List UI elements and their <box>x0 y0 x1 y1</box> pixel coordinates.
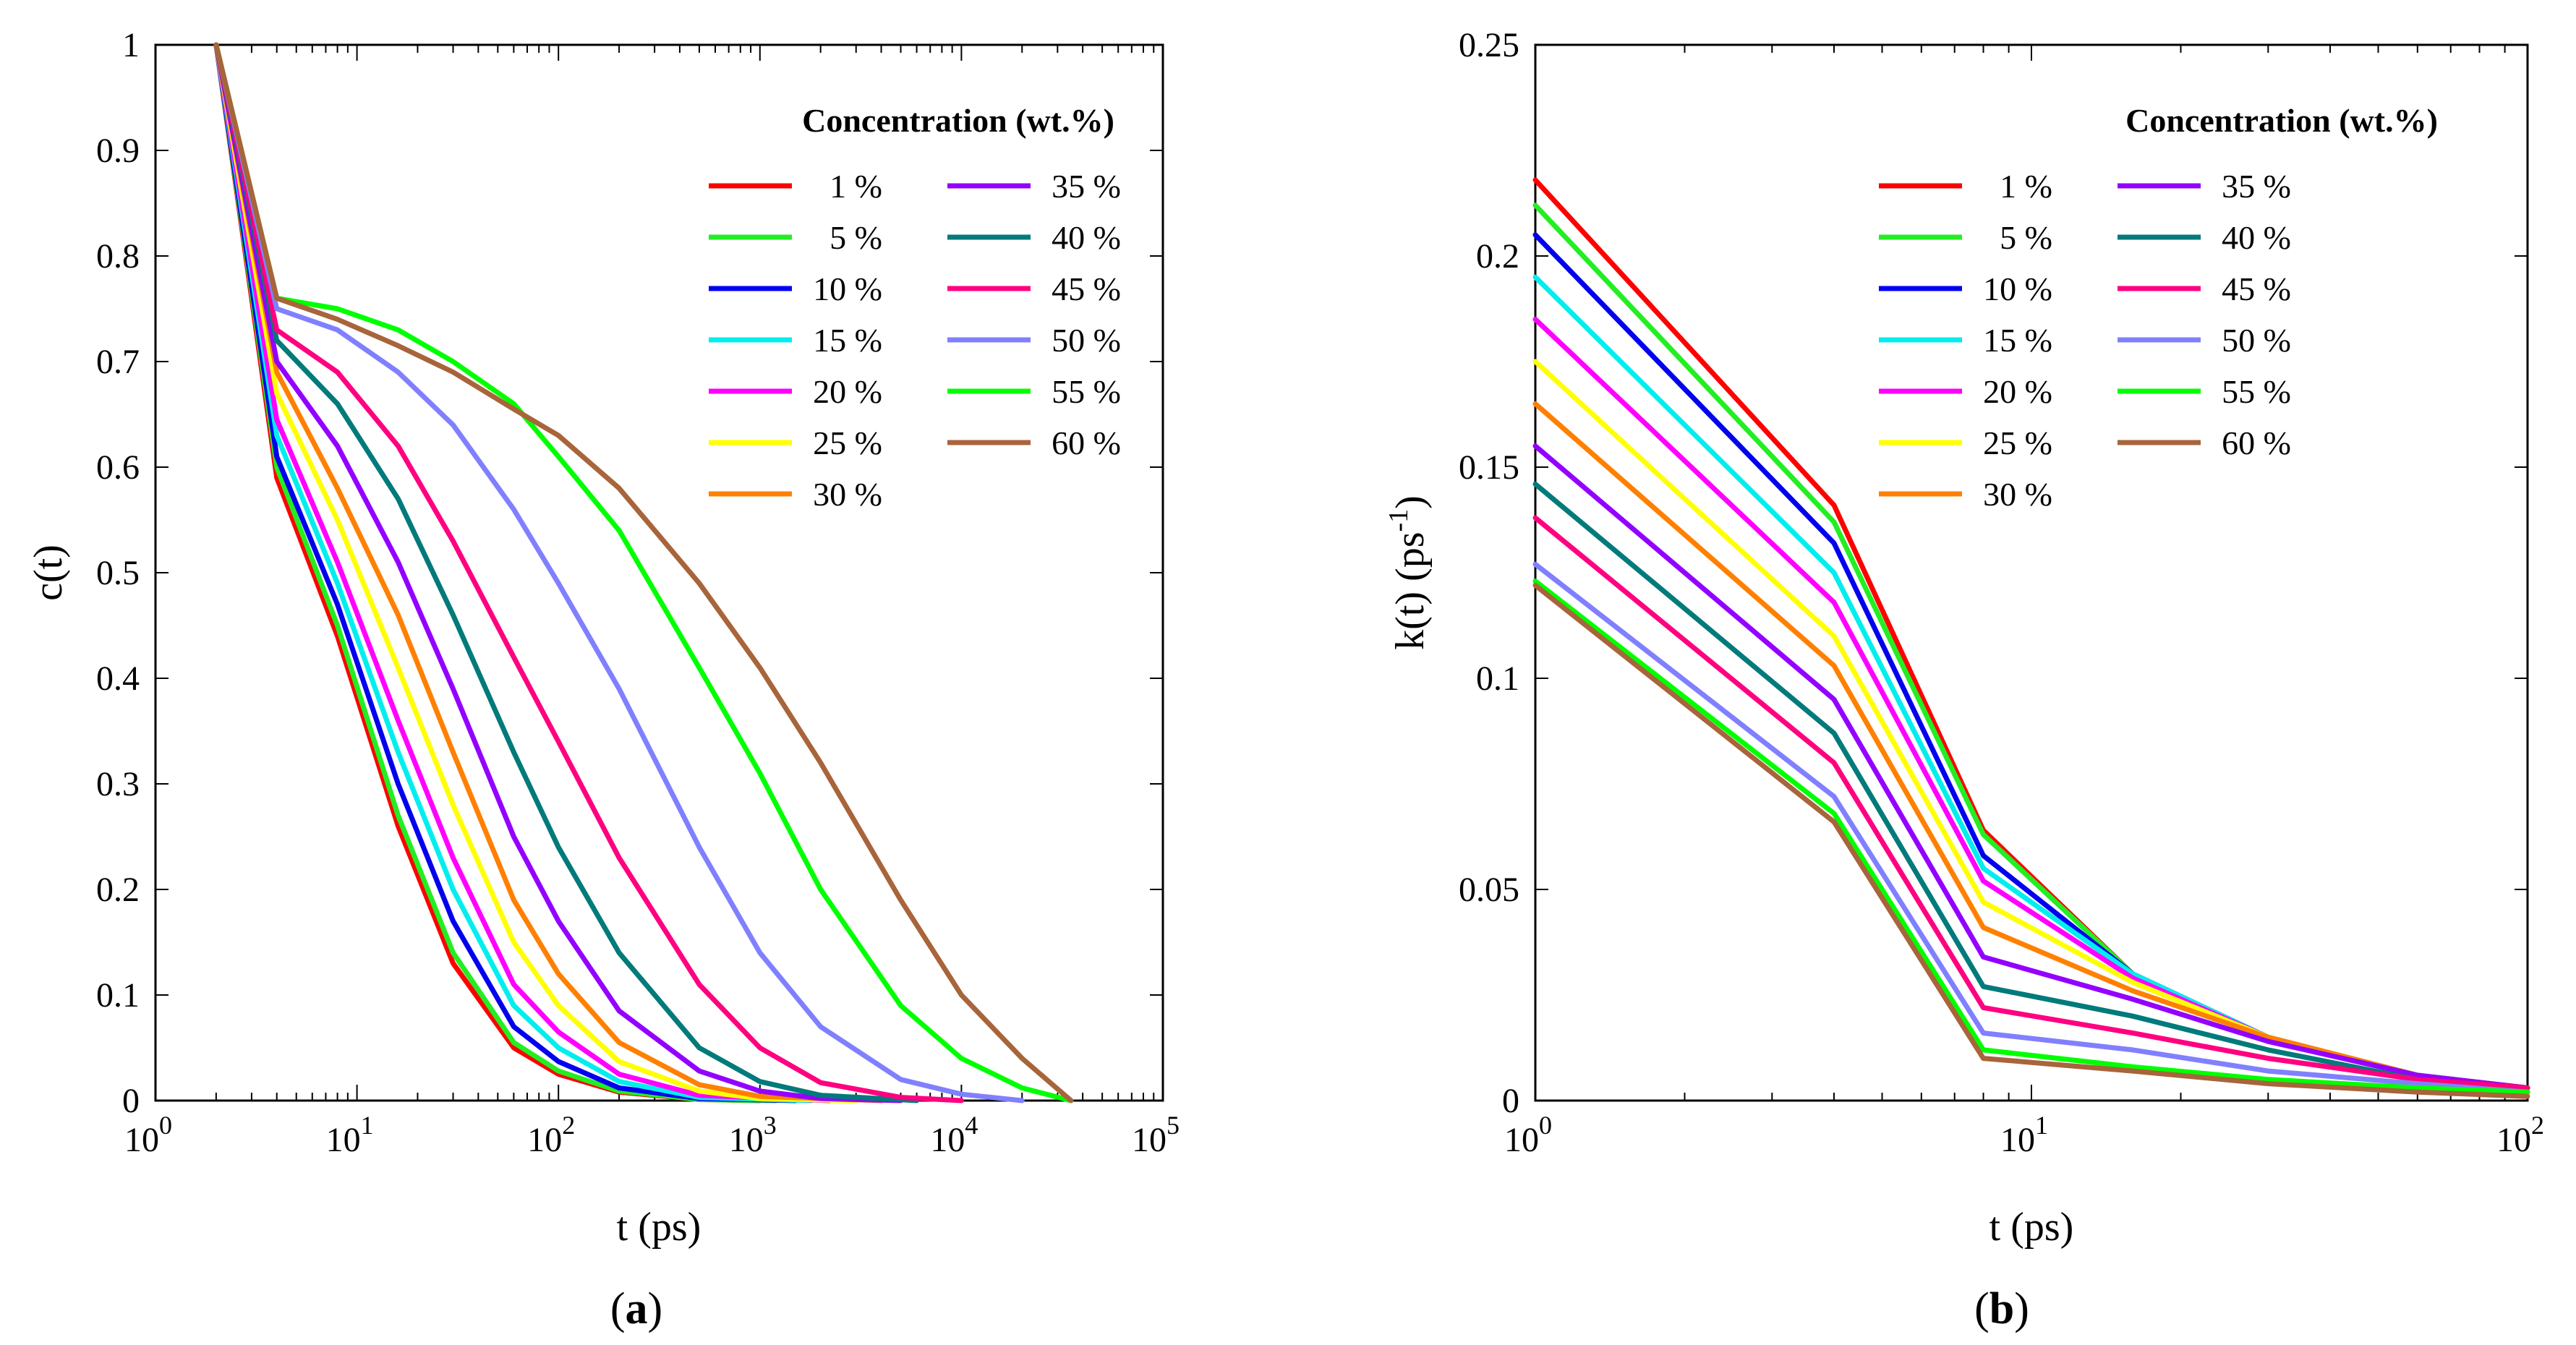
y-axis-label-b-exponent: -1 <box>1383 509 1414 532</box>
legend-label-b: 60 % <box>2222 424 2291 461</box>
legend-label-a: 40 % <box>1052 219 1121 256</box>
y-tick-label-a: 0.3 <box>96 765 140 803</box>
x-tick-label-a: 102 <box>527 1111 575 1159</box>
y-tick-label-b: 0.25 <box>1459 26 1519 64</box>
legend-label-b: 30 % <box>1983 476 2052 513</box>
chart-panel-b: t (ps) k(t) (ps-1) 00.050.10.150.20.2510… <box>1383 26 2544 1333</box>
x-tick-label-a: 105 <box>1132 1111 1180 1159</box>
x-axis-label-a: t (ps) <box>617 1205 701 1250</box>
legend-label-a: 60 % <box>1052 424 1121 461</box>
panel-caption-a-letter: a <box>626 1284 648 1333</box>
legend-label-b: 1 % <box>2000 168 2052 205</box>
legend-label-b: 50 % <box>2222 322 2291 359</box>
y-tick-label-b: 0.15 <box>1459 448 1519 487</box>
y-tick-label-b: 0 <box>1502 1082 1519 1120</box>
series-line-b-45pct <box>1532 515 2530 1090</box>
series-line-a-15pct <box>213 42 814 1103</box>
y-tick-label-a: 0.2 <box>96 871 140 909</box>
y-tick-label-a: 0.7 <box>96 343 140 381</box>
series-line-b-60pct <box>1532 583 2530 1099</box>
series-line-a-55pct <box>213 42 1074 1103</box>
x-tick-exponent-a: 4 <box>965 1111 978 1140</box>
y-axis-label-b-main: k(t) (ps <box>1388 532 1433 650</box>
legend-b: Concentration (wt.%) 1 % 5 % 10 % 15 % 20 % 25… <box>1879 102 2438 513</box>
series-line-a-30pct <box>213 42 884 1103</box>
y-tick-label-a: 0.4 <box>96 659 140 698</box>
legend-label-b: 10 % <box>1983 270 2052 307</box>
panel-caption-b: (b) <box>1974 1284 2029 1333</box>
y-tick-label-b: 0.2 <box>1476 237 1519 276</box>
legend-label-a: 25 % <box>813 424 882 461</box>
y-tick-label-a: 0.6 <box>96 448 140 487</box>
series-line-a-10pct <box>213 42 798 1103</box>
legend-label-b: 5 % <box>2000 219 2052 256</box>
chart-panel-a: t (ps) c(t) 0 0.1 0.2 0.3 0.4 0.5 0.6 0.7 0.8 0.9… <box>26 26 1180 1333</box>
series-line-a-25pct <box>213 42 859 1103</box>
legend-label-a: 50 % <box>1052 322 1121 359</box>
legend-label-b: 35 % <box>2222 168 2291 205</box>
x-tick-label-b: 102 <box>2496 1111 2544 1159</box>
x-tick-label-a: 104 <box>930 1111 978 1159</box>
x-tick-exponent-b: 2 <box>2531 1111 2544 1140</box>
y-tick-label-a: 1 <box>122 26 140 64</box>
series-line-b-35pct <box>1532 443 2530 1090</box>
series-line-a-60pct <box>213 42 1074 1103</box>
legend-title-b: Concentration (wt.%) <box>2125 102 2438 139</box>
y-tick-label-a: 0 <box>122 1082 140 1120</box>
legend-label-a: 30 % <box>813 476 882 513</box>
x-tick-exponent-a: 0 <box>159 1111 172 1140</box>
plot-frame-a <box>154 43 1164 1102</box>
series-line-b-55pct <box>1532 578 2530 1095</box>
x-tick-exponent-a: 2 <box>562 1111 575 1140</box>
legend-label-a: 15 % <box>813 322 882 359</box>
panel-caption-a: (a) <box>610 1284 662 1333</box>
series-line-a-35pct <box>213 42 903 1103</box>
legend-a: Concentration (wt.%) 1 % 5 % 10 % 15 % 20 % 25… <box>709 102 1121 513</box>
y-tick-label-a: 0.1 <box>96 976 140 1015</box>
y-tick-label-a: 0.8 <box>96 237 140 276</box>
legend-label-b: 55 % <box>2222 373 2291 410</box>
x-axis-label-b: t (ps) <box>1989 1205 2074 1250</box>
legend-label-a: 10 % <box>813 270 882 307</box>
x-tick-label-a: 103 <box>729 1111 777 1159</box>
series-line-b-1pct <box>1532 177 2530 1090</box>
series-line-a-20pct <box>213 42 832 1103</box>
series-line-a-45pct <box>213 42 964 1103</box>
series-line-a-40pct <box>213 42 920 1103</box>
y-tick-label-b: 0.05 <box>1459 871 1519 909</box>
legend-label-a: 55 % <box>1052 373 1121 410</box>
legend-title-a: Concentration (wt.%) <box>802 102 1114 139</box>
legend-label-b: 45 % <box>2222 270 2291 307</box>
x-tick-label-b: 101 <box>2000 1111 2048 1159</box>
y-tick-label-a: 0.9 <box>96 132 140 170</box>
legend-label-a: 20 % <box>813 373 882 410</box>
x-tick-exponent-b: 1 <box>2035 1111 2048 1140</box>
legend-label-b: 15 % <box>1983 322 2052 359</box>
legend-label-a: 45 % <box>1052 270 1121 307</box>
y-tick-label-a: 0.5 <box>96 554 140 592</box>
panel-caption-b-letter: b <box>1989 1284 2014 1333</box>
legend-label-a: 1 % <box>829 168 882 205</box>
x-tick-exponent-a: 3 <box>764 1111 777 1140</box>
series-line-a-50pct <box>213 42 1025 1103</box>
legend-label-a: 5 % <box>829 219 882 256</box>
series-line-a-1pct <box>213 42 763 1103</box>
series-line-b-25pct <box>1532 359 2530 1090</box>
y-axis-label-b: k(t) (ps-1) <box>1383 495 1433 650</box>
legend-label-b: 40 % <box>2222 219 2291 256</box>
legend-label-a: 35 % <box>1052 168 1121 205</box>
x-tick-label-a: 101 <box>326 1111 374 1159</box>
y-tick-label-b: 0.1 <box>1476 659 1519 698</box>
series-line-b-50pct <box>1532 561 2530 1095</box>
x-tick-exponent-a: 5 <box>1167 1111 1180 1140</box>
x-tick-exponent-a: 1 <box>361 1111 374 1140</box>
y-axis-label-b-suffix: ) <box>1388 495 1433 509</box>
legend-label-b: 25 % <box>1983 424 2052 461</box>
y-axis-label-a: c(t) <box>26 545 71 601</box>
x-tick-exponent-b: 0 <box>1539 1111 1552 1140</box>
legend-label-b: 20 % <box>1983 373 2052 410</box>
